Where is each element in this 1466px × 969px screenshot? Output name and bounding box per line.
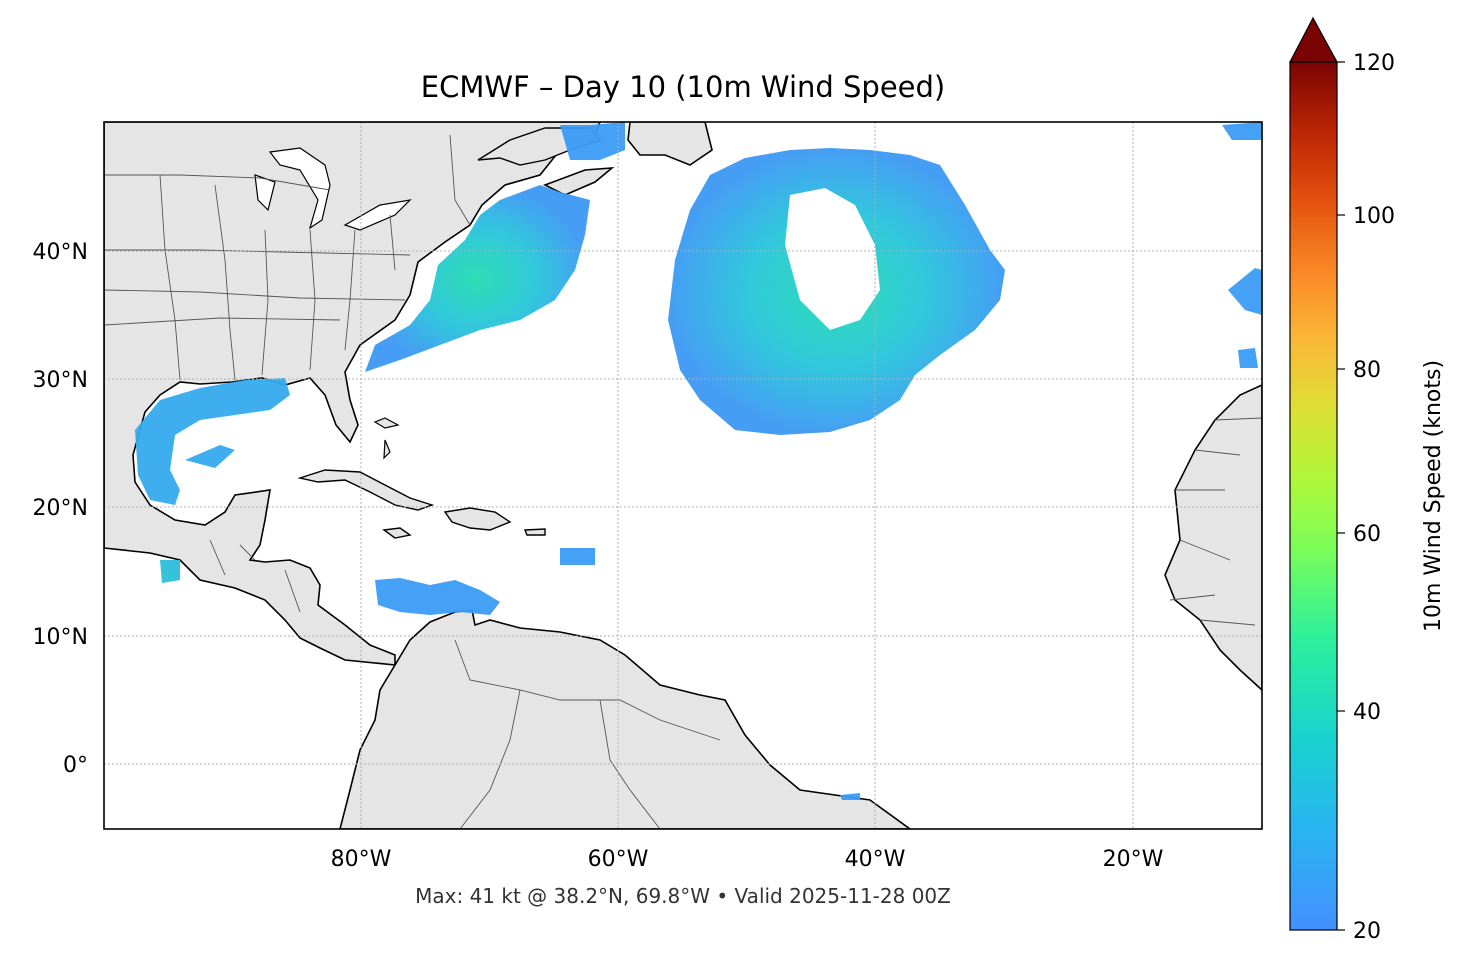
colorbar-tick-60: 60 xyxy=(1353,522,1381,547)
wind-southern-caribbean xyxy=(375,578,500,615)
bahamas-islands xyxy=(373,417,400,460)
wind-gulf-of-mexico xyxy=(135,378,290,505)
lon-tick-20w: 20°W xyxy=(1103,847,1164,872)
wind-central-america xyxy=(160,560,180,583)
lat-tick-0: 0° xyxy=(63,753,88,778)
lat-tick-labels: 40°N 30°N 20°N 10°N 0° xyxy=(33,240,88,778)
lon-tick-40w: 40°W xyxy=(845,847,906,872)
graticule xyxy=(104,122,1262,829)
colorbar-gradient xyxy=(1289,61,1338,931)
lon-tick-labels: 80°W 60°W 40°W 20°W xyxy=(331,847,1164,872)
lat-tick-30: 30°N xyxy=(33,368,88,393)
jamaica-island xyxy=(382,527,412,539)
map-frame xyxy=(103,121,1263,830)
puerto-rico-island xyxy=(523,528,546,536)
wind-gulf-stream-north xyxy=(560,122,625,160)
wind-eastern-atlantic-north xyxy=(1222,122,1262,140)
wind-central-atlantic-cyclone xyxy=(668,148,1005,435)
colorbar-tick-20: 20 xyxy=(1353,919,1381,944)
wind-speed-field xyxy=(135,122,1262,800)
colorbar-label: 10m Wind Speed (knots) xyxy=(1421,360,1446,632)
lon-tick-60w: 60°W xyxy=(588,847,649,872)
colorbar-tick-120: 120 xyxy=(1353,51,1395,76)
wind-eastern-atlantic-mid xyxy=(1228,268,1262,368)
chart-title: ECMWF – Day 10 (10m Wind Speed) xyxy=(420,70,946,104)
newfoundland-land xyxy=(627,122,713,166)
colorbar: 120 100 80 60 40 20 10m Wind Speed (knot… xyxy=(1289,16,1446,944)
north-america-land xyxy=(104,122,601,666)
colorbar-tick-80: 80 xyxy=(1353,358,1381,383)
map-area[interactable] xyxy=(104,122,1262,829)
lat-tick-40: 40°N xyxy=(33,240,88,265)
colorbar-extend-arrow xyxy=(1289,16,1339,63)
lat-tick-10: 10°N xyxy=(33,625,88,650)
lat-tick-20: 20°N xyxy=(33,496,88,521)
colorbar-tick-100: 100 xyxy=(1353,204,1395,229)
state-borders xyxy=(104,134,1262,829)
wind-east-coast xyxy=(365,185,590,372)
lon-tick-80w: 80°W xyxy=(331,847,392,872)
colorbar-tick-40: 40 xyxy=(1353,700,1381,725)
hispaniola-island xyxy=(443,507,512,531)
max-wind-footer: Max: 41 kt @ 38.2°N, 69.8°W • Valid 2025… xyxy=(415,884,951,908)
